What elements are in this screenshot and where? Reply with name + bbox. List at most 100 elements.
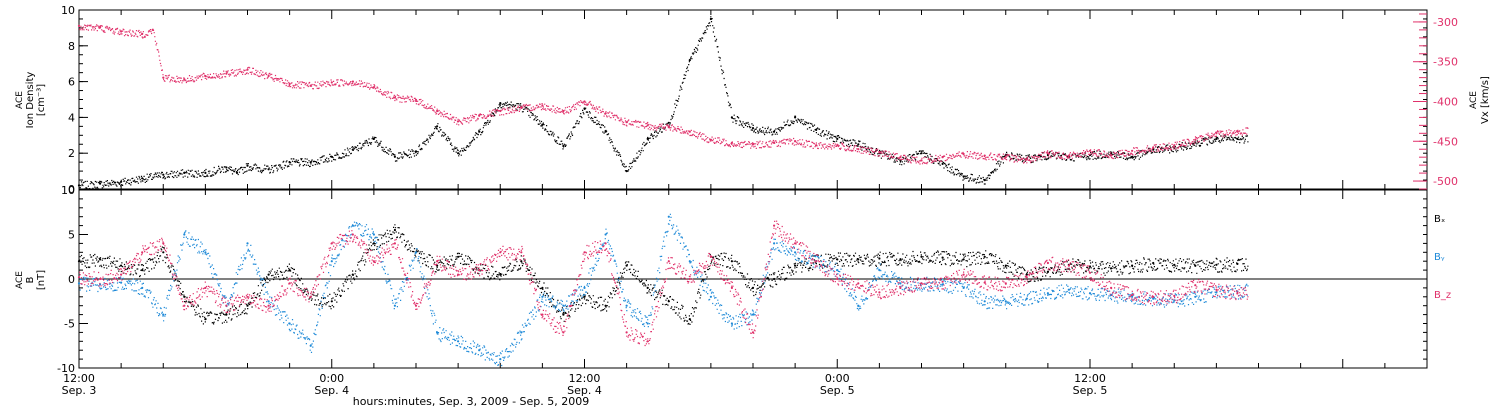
field-series-0-point [604,304,607,307]
field-series-2-point [836,277,839,281]
density-axis-label: ACE [15,91,25,109]
field-series-2-point [751,331,755,334]
field-series-2-point [562,331,565,334]
velocity-series-point [225,72,228,75]
velocity-series-point [667,125,670,128]
velocity-axis-label: Vx [km/s] [1480,76,1491,124]
x-tick-date: Sep. 3 [62,384,97,397]
field-series-2-point [77,276,81,279]
field-series-2-point [393,242,396,245]
field-series-1-point [1215,291,1218,294]
field-series-1-point [604,233,607,236]
field-series-0-point [794,264,797,267]
velocity-series-point [1067,154,1070,157]
field-series-2-point [794,242,797,245]
velocity-series-point [773,141,776,144]
field-series-1-point [330,260,333,263]
x-tick-time: 0:00 [825,372,850,385]
field-series-1-point [414,251,418,254]
velocity-series-point [583,100,586,103]
field-series-2-point [478,269,481,272]
field-series-0-point [1173,263,1176,266]
velocity-series-point [141,32,144,36]
velocity-series-point [1194,138,1197,141]
velocity-series-point [204,74,207,78]
field-series-1-point [478,349,481,352]
field-series-0-point [120,264,123,267]
density-series-point [351,148,354,151]
field-series-0-point [1046,270,1049,273]
field-series-0-point [162,251,165,254]
velocity-series-dots [79,24,1249,165]
field-series-0-point [288,269,291,272]
field-series-1-point [962,286,965,289]
field-series-0-point [1131,264,1134,267]
density-axis-label: Ion Density [25,72,36,129]
x-tick-time: 12:00 [1074,372,1106,385]
field-series-2-point [1131,293,1134,297]
field-series-1-point [794,251,797,254]
field-series-0-point [99,258,102,261]
field-series-2-point [1067,264,1070,267]
velocity-series [77,24,1249,165]
velocity-series-point [920,159,923,162]
field-series-0-point [330,300,333,303]
panel1-ytick-label: 4 [68,111,75,124]
field-series-1-point [941,283,944,286]
velocity-series-point [436,109,439,113]
velocity-ytick-label: -300 [1433,16,1458,29]
density-series-point [235,171,239,174]
panel1-ytick-label: 10 [61,4,75,17]
field-series-1-point [520,331,523,334]
velocity-series-point [1173,144,1176,147]
field-series-2-point [667,260,670,263]
field-series-0-point [836,258,839,261]
velocity-series-point [836,144,839,147]
velocity-series-point [151,28,154,31]
field-series-0-point [941,256,944,259]
field-series-1-point [1194,295,1197,298]
field-series-1-point [730,322,734,325]
field-series-1-point [625,304,628,307]
field-series-1-point [309,344,312,347]
field-series-2-point [688,277,691,281]
density-series [77,16,1249,190]
field-series-1-point [899,282,902,285]
field-series-0-point [773,277,776,281]
density-series-point [77,184,81,187]
field-series-2-point [625,331,628,334]
legend-entry: B_z [1434,290,1451,301]
field-series-0-point [204,318,207,321]
velocity-series-point [351,80,354,83]
field-series-1-point [499,358,502,361]
field-series-0-point [878,257,881,260]
field-series-2-point [120,273,123,276]
field-series-1-point [1067,288,1070,291]
density-series-point [646,137,649,140]
field-series-2-point [372,260,375,263]
field-series-0-point [225,313,228,316]
field-series-1-point [773,242,776,245]
field-series-0-point [688,318,691,321]
field-series-1-point [1004,300,1007,303]
field-axis-label: ACE [15,271,25,289]
density-series-point [583,107,586,110]
density-series-point [1131,155,1134,158]
velocity-series-point [309,84,312,87]
x-tick-time: 12:00 [63,372,95,385]
field-series-2-dots [79,220,1249,347]
panel1-ytick-label: 2 [68,147,75,160]
field-series-0-point [667,300,670,303]
field-series-2-point [878,291,881,294]
field-series-2-point [541,313,544,316]
velocity-series-point [857,148,860,151]
density-series-point [541,123,544,126]
field-series-2-point [162,242,165,245]
velocity-ytick-label: -400 [1433,95,1458,108]
field-series-1-point [541,295,544,298]
field-series-0-point [1215,263,1218,266]
density-series-point [730,116,734,119]
field-series-0-point [857,258,860,261]
